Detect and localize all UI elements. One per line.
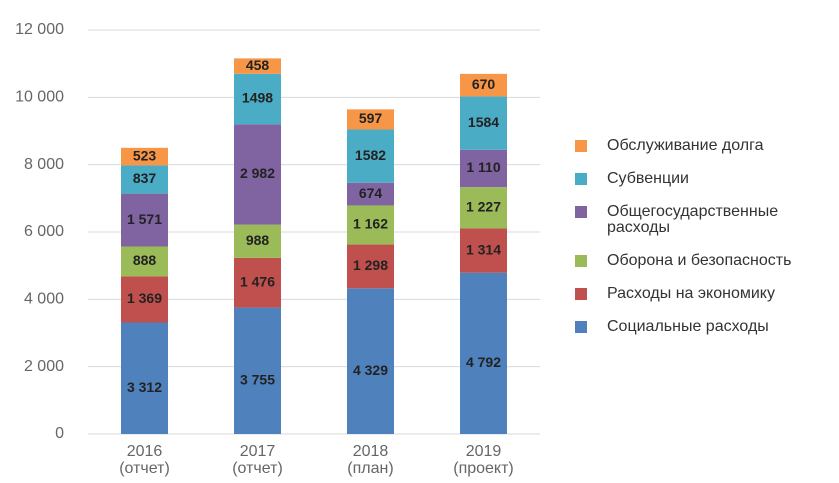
legend: Обслуживание долга Субвенции Общегосударст… (575, 138, 837, 352)
y-tick-label: 0 (55, 425, 64, 442)
bar-segment (347, 182, 394, 206)
bar-segment (121, 193, 168, 247)
x-tick-label: (отчет) (119, 460, 170, 477)
legend-item: Обслуживание долга (575, 138, 837, 154)
y-tick-label: 10 000 (15, 89, 64, 106)
bar-segment (234, 307, 281, 434)
legend-label: Социальные расходы (607, 318, 769, 335)
bar-segment (460, 228, 507, 273)
bar-segment (347, 109, 394, 130)
value-label: 1498 (242, 90, 273, 106)
legend-item: Общегосударственные расходы (575, 204, 837, 236)
bar-segment (347, 205, 394, 245)
bar-segment (347, 129, 394, 183)
value-label: 4 792 (466, 354, 501, 370)
x-tick-label: (план) (347, 460, 393, 477)
value-label: 3 755 (240, 371, 275, 387)
legend-swatch (575, 140, 587, 152)
x-tick-label: 2019 (466, 443, 502, 460)
bar-segment (347, 288, 394, 434)
value-label: 1 571 (127, 211, 162, 227)
value-label: 988 (246, 232, 270, 248)
bar-segment (460, 73, 507, 97)
legend-item: Социальные расходы (575, 319, 837, 335)
value-label: 1 298 (353, 257, 388, 273)
value-label: 1 227 (466, 198, 501, 214)
bar-segment (121, 322, 168, 434)
legend-item: Субвенции (575, 171, 837, 187)
value-label: 458 (246, 57, 270, 73)
value-label: 1 476 (240, 273, 275, 289)
y-tick-label: 6 000 (24, 223, 64, 240)
legend-item: Оборона и безопасность (575, 253, 837, 269)
legend-swatch (575, 255, 587, 267)
value-label: 523 (133, 147, 157, 163)
bar-segment (347, 244, 394, 289)
legend-item: Расходы на экономику (575, 286, 837, 302)
bar-segment (460, 96, 507, 150)
legend-label: Обслуживание долга (607, 137, 764, 154)
bar-segment (234, 73, 281, 125)
legend-swatch (575, 206, 587, 218)
legend-label: Общегосударственные расходы (607, 203, 779, 236)
value-label: 1584 (468, 114, 499, 130)
legend-swatch (575, 288, 587, 300)
value-label: 2 982 (240, 165, 275, 181)
bar-segment (234, 58, 281, 74)
value-label: 670 (472, 76, 496, 92)
x-tick-label: 2016 (127, 443, 163, 460)
x-tick-label: 2017 (240, 443, 276, 460)
bar-segment (460, 187, 507, 229)
value-label: 1 369 (127, 290, 162, 306)
legend-label: Субвенции (607, 170, 689, 187)
value-label: 1 162 (353, 216, 388, 232)
legend-label: Оборона и безопасность (607, 252, 792, 269)
bar-segment (121, 165, 168, 194)
value-label: 837 (133, 170, 157, 186)
y-tick-label: 8 000 (24, 156, 64, 173)
value-label: 1 314 (466, 241, 501, 257)
value-label: 888 (133, 252, 157, 268)
legend-label: Расходы на экономику (607, 285, 775, 302)
x-tick-label: (проект) (453, 460, 514, 477)
bar-segment (234, 224, 281, 258)
value-label: 1 110 (466, 159, 500, 175)
value-label: 1582 (355, 147, 386, 163)
value-label: 597 (359, 110, 383, 126)
bar-segment (121, 147, 168, 166)
bar-segment (460, 272, 507, 434)
y-tick-label: 2 000 (24, 358, 64, 375)
x-tick-label: (отчет) (232, 460, 283, 477)
bar-segment (121, 246, 168, 277)
y-tick-label: 4 000 (24, 291, 64, 308)
value-label: 4 329 (353, 362, 388, 378)
bar-segment (460, 149, 507, 188)
bar-segment (234, 124, 281, 225)
legend-swatch (575, 173, 587, 185)
bar-segment (121, 276, 168, 323)
value-label: 3 312 (127, 379, 162, 395)
legend-swatch (575, 321, 587, 333)
value-label: 674 (359, 185, 383, 201)
y-tick-label: 12 000 (15, 21, 64, 38)
x-tick-label: 2018 (353, 443, 389, 460)
bar-segment (234, 257, 281, 308)
